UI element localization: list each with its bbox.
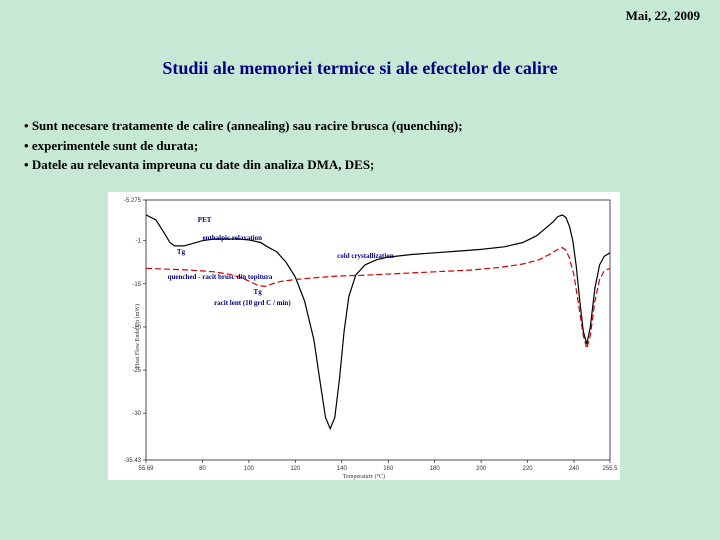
svg-text:55.69: 55.69 (138, 466, 154, 472)
svg-text:-5.275: -5.275 (124, 198, 142, 204)
date-stamp: Mai, 22, 2009 (626, 8, 700, 24)
svg-text:100: 100 (244, 466, 255, 472)
svg-text:-35.43: -35.43 (124, 458, 142, 464)
bullet-item: Sunt necesare tratamente de calire (anne… (24, 116, 463, 136)
chart-annotation: PET (198, 216, 212, 224)
svg-text:-15: -15 (132, 282, 141, 288)
chart-annotation: racit lent (10 grd C / min) (214, 299, 291, 307)
svg-text:160: 160 (383, 466, 394, 472)
bullet-item: Datele au relevanta impreuna cu date din… (24, 155, 463, 175)
svg-text:-1: -1 (136, 239, 142, 245)
dsc-chart: 55.69 80 100 120 140 160 180 200 220 240 255.5 -35.… (108, 192, 620, 480)
svg-text:120: 120 (290, 466, 301, 472)
chart-annotation: cold crystallization (337, 252, 394, 260)
svg-text:180: 180 (430, 466, 441, 472)
chart-annotation: Tg (177, 248, 185, 256)
chart-annotation: enthalpic relaxation (202, 234, 262, 242)
chart-svg: 55.69 80 100 120 140 160 180 200 220 240 255.5 -35.… (108, 192, 620, 480)
svg-text:-25: -25 (132, 368, 141, 374)
chart-annotation: Tg (254, 288, 262, 296)
svg-text:220: 220 (523, 466, 534, 472)
bullet-item: experimentele sunt de durata; (24, 136, 463, 156)
svg-text:140: 140 (337, 466, 348, 472)
chart-annotation: quenched - racit brusc din topitura (168, 273, 273, 281)
svg-text:240: 240 (569, 466, 580, 472)
y-axis-label: Heat Flow Endo Up (mW) (135, 304, 141, 368)
svg-text:-30: -30 (132, 411, 141, 417)
svg-text:255.5: 255.5 (602, 466, 618, 472)
bullet-list: Sunt necesare tratamente de calire (anne… (24, 116, 463, 175)
page-title: Studii ale memoriei termice si ale efect… (0, 58, 720, 79)
x-axis-label: Temperature (°C) (343, 474, 385, 480)
svg-text:200: 200 (476, 466, 487, 472)
svg-text:80: 80 (199, 466, 206, 472)
